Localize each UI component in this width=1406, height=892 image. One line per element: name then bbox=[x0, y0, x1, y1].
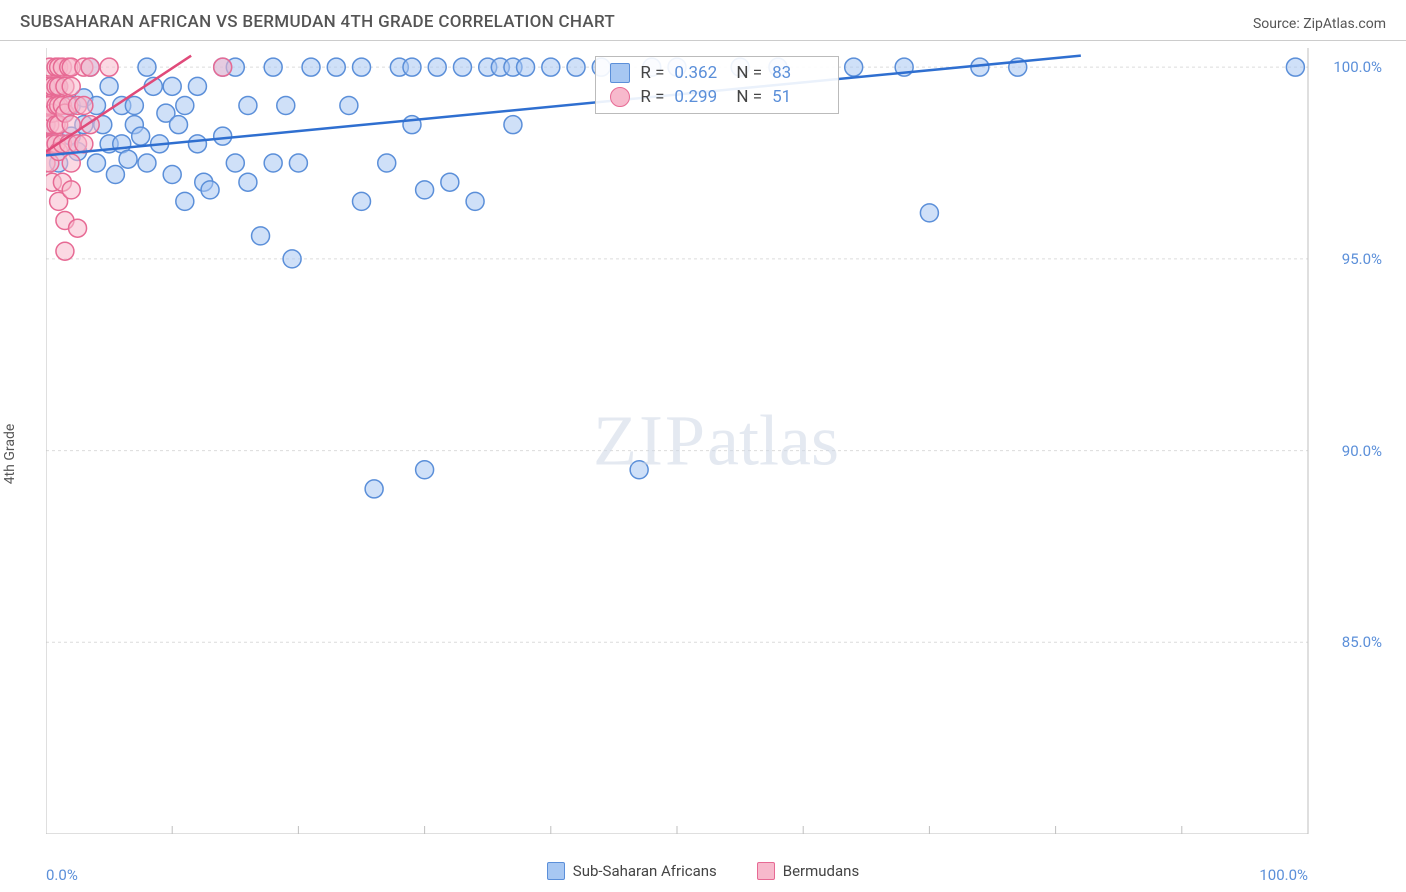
data-point bbox=[62, 154, 80, 172]
chart-area: ZIPatlas R =0.362N =83R =0.299N =51 85.0… bbox=[46, 48, 1386, 834]
data-point bbox=[416, 461, 434, 479]
data-point bbox=[188, 135, 206, 153]
data-point bbox=[283, 250, 301, 268]
bottom-legend: Sub-Saharan Africans Bermudans bbox=[0, 862, 1406, 880]
data-point bbox=[1286, 58, 1304, 76]
data-point bbox=[428, 58, 446, 76]
data-point bbox=[119, 150, 137, 168]
data-point bbox=[226, 154, 244, 172]
data-point bbox=[542, 58, 560, 76]
data-point bbox=[920, 204, 938, 222]
source-label: Source: ZipAtlas.com bbox=[1253, 16, 1386, 32]
y-tick-label: 85.0% bbox=[1342, 633, 1382, 651]
data-point bbox=[353, 58, 371, 76]
data-point bbox=[441, 173, 459, 191]
data-point bbox=[264, 58, 282, 76]
legend-item: Sub-Saharan Africans bbox=[547, 862, 717, 880]
data-point bbox=[69, 219, 87, 237]
data-point bbox=[132, 127, 150, 145]
data-point bbox=[188, 77, 206, 95]
y-tick-label: 95.0% bbox=[1342, 250, 1382, 268]
y-axis-label: 4th Grade bbox=[2, 424, 18, 485]
data-point bbox=[453, 58, 471, 76]
legend-swatch-icon bbox=[547, 862, 565, 880]
data-point bbox=[630, 461, 648, 479]
data-point bbox=[201, 181, 219, 199]
data-point bbox=[81, 58, 99, 76]
legend-swatch-icon bbox=[610, 87, 630, 107]
data-point bbox=[289, 154, 307, 172]
data-point bbox=[106, 166, 124, 184]
data-point bbox=[845, 58, 863, 76]
correlation-box: R =0.362N =83R =0.299N =51 bbox=[595, 56, 839, 114]
data-point bbox=[264, 154, 282, 172]
data-point bbox=[517, 58, 535, 76]
data-point bbox=[365, 480, 383, 498]
scatter-plot bbox=[46, 48, 1386, 834]
data-point bbox=[138, 58, 156, 76]
data-point bbox=[62, 77, 80, 95]
data-point bbox=[170, 116, 188, 134]
data-point bbox=[100, 77, 118, 95]
data-point bbox=[87, 154, 105, 172]
data-point bbox=[504, 116, 522, 134]
data-point bbox=[100, 58, 118, 76]
data-point bbox=[340, 97, 358, 115]
data-point bbox=[403, 58, 421, 76]
legend-item: Bermudans bbox=[757, 862, 859, 880]
data-point bbox=[163, 77, 181, 95]
data-point bbox=[277, 97, 295, 115]
data-point bbox=[252, 227, 270, 245]
data-point bbox=[56, 242, 74, 260]
data-point bbox=[138, 154, 156, 172]
legend-label: Sub-Saharan Africans bbox=[573, 862, 717, 880]
data-point bbox=[239, 97, 257, 115]
correlation-row: R =0.299N =51 bbox=[596, 85, 838, 109]
data-point bbox=[125, 97, 143, 115]
data-point bbox=[176, 192, 194, 210]
data-point bbox=[353, 192, 371, 210]
data-point bbox=[416, 181, 434, 199]
data-point bbox=[176, 97, 194, 115]
data-point bbox=[466, 192, 484, 210]
data-point bbox=[327, 58, 345, 76]
trend-line bbox=[46, 56, 1081, 156]
data-point bbox=[214, 127, 232, 145]
chart-title: SUBSAHARAN AFRICAN VS BERMUDAN 4TH GRADE… bbox=[20, 12, 615, 32]
y-tick-label: 90.0% bbox=[1342, 442, 1382, 460]
data-point bbox=[302, 58, 320, 76]
data-point bbox=[62, 181, 80, 199]
data-point bbox=[239, 173, 257, 191]
data-point bbox=[163, 166, 181, 184]
legend-swatch-icon bbox=[757, 862, 775, 880]
y-tick-label: 100.0% bbox=[1333, 58, 1382, 76]
correlation-row: R =0.362N =83 bbox=[596, 61, 838, 85]
data-point bbox=[567, 58, 585, 76]
legend-swatch-icon bbox=[610, 63, 630, 83]
data-point bbox=[75, 97, 93, 115]
legend-label: Bermudans bbox=[783, 862, 859, 880]
chart-header: SUBSAHARAN AFRICAN VS BERMUDAN 4TH GRADE… bbox=[0, 0, 1406, 41]
data-point bbox=[214, 58, 232, 76]
data-point bbox=[378, 154, 396, 172]
